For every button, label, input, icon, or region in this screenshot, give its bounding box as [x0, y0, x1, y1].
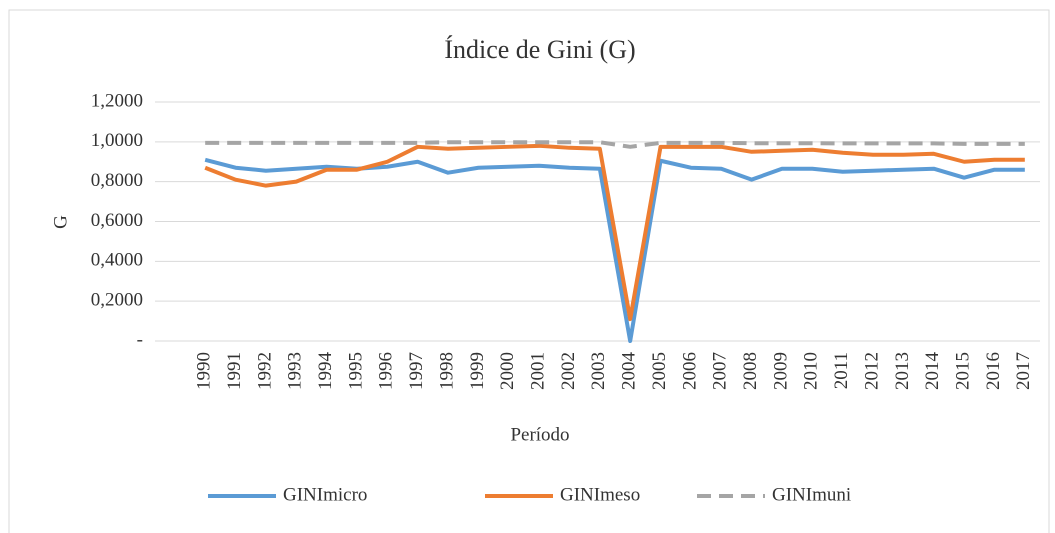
x-tick-label: 2012: [861, 352, 882, 390]
x-tick-label: 2017: [1013, 352, 1034, 390]
series-line: [204, 143, 1025, 322]
x-tick-label: 2000: [497, 352, 518, 390]
series-line: [205, 140, 1025, 149]
x-tick-label: 2007: [710, 352, 731, 390]
legend-label: GINImeso: [560, 484, 640, 505]
x-tick-label: 2005: [649, 352, 670, 390]
x-tick-label: 2013: [892, 352, 913, 390]
x-tick-label: 1990: [194, 352, 215, 390]
x-tick-label: 2016: [983, 352, 1004, 390]
x-tick-label: 1994: [315, 352, 336, 391]
y-tick-label: 0,6000: [91, 210, 143, 231]
x-tick-label: 1993: [285, 352, 306, 390]
y-tick-label: 0,4000: [91, 250, 143, 271]
x-tick-label: 1997: [406, 352, 427, 390]
y-tick-label: 1,0000: [91, 130, 143, 151]
x-tick-label: 1999: [467, 352, 488, 390]
x-tick-label: 1995: [345, 352, 366, 390]
x-axis-label: Período: [510, 424, 569, 445]
x-tick-label: 2008: [740, 352, 761, 390]
x-tick-label: 2004: [619, 352, 640, 391]
x-tick-label: 1991: [224, 352, 245, 390]
x-tick-label: 1992: [254, 352, 275, 390]
x-tick-label: 1998: [436, 352, 457, 390]
chart-title: Índice de Gini (G): [444, 35, 635, 64]
x-tick-label: 2001: [527, 352, 548, 390]
y-tick-label: -: [137, 329, 143, 350]
y-axis-label: G: [50, 215, 71, 229]
x-tick-label: 2014: [922, 352, 943, 391]
x-tick-label: 2009: [770, 352, 791, 390]
legend-label: GINImicro: [283, 484, 367, 505]
x-tick-label: 2006: [679, 352, 700, 390]
y-tick-label: 0,2000: [91, 290, 143, 311]
legend-label: GINImuni: [772, 484, 851, 505]
x-tick-label: 2015: [952, 352, 973, 390]
x-tick-label: 1996: [376, 352, 397, 390]
x-tick-label: 2010: [801, 352, 822, 390]
y-tick-label: 1,2000: [91, 90, 143, 111]
x-tick-label: 2002: [558, 352, 579, 390]
y-tick-label: 0,8000: [91, 170, 143, 191]
chart-frame: [8, 9, 1050, 533]
x-tick-label: 2011: [831, 352, 852, 389]
x-tick-label: 2003: [588, 352, 609, 390]
